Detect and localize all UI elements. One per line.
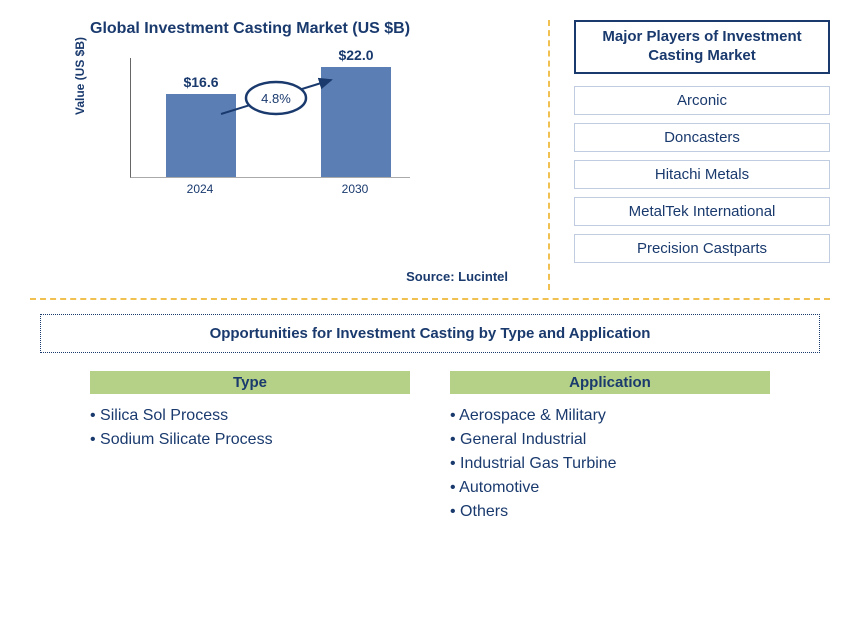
player-item: Hitachi Metals xyxy=(574,160,830,189)
bar-2024: $16.6 xyxy=(166,94,236,177)
opportunities-application-column: Application Aerospace & Military General… xyxy=(430,371,790,524)
list-item: Aerospace & Military xyxy=(450,404,770,428)
chart-section: Global Investment Casting Market (US $B)… xyxy=(30,20,550,290)
opportunities-type-column: Type Silica Sol Process Sodium Silicate … xyxy=(70,371,430,524)
type-list: Silica Sol Process Sodium Silicate Proce… xyxy=(90,404,410,452)
bar-2030: $22.0 xyxy=(321,67,391,177)
x-tick-2024: 2024 xyxy=(165,182,235,196)
chart-plot-area: $16.6 $22.0 4.8% xyxy=(130,58,410,178)
player-item: Arconic xyxy=(574,86,830,115)
growth-rate-label: 4.8% xyxy=(261,91,291,106)
opportunities-title: Opportunities for Investment Casting by … xyxy=(40,314,820,353)
list-item: Others xyxy=(450,500,770,524)
opportunities-row: Type Silica Sol Process Sodium Silicate … xyxy=(30,371,830,524)
player-item: MetalTek International xyxy=(574,197,830,226)
horizontal-divider xyxy=(30,298,830,300)
list-item: General Industrial xyxy=(450,428,770,452)
bar-label-2024: $16.6 xyxy=(166,74,236,94)
bar-chart: Value (US $B) $16.6 $22.0 4.8% xyxy=(130,58,450,208)
x-tick-2030: 2030 xyxy=(320,182,390,196)
application-list: Aerospace & Military General Industrial … xyxy=(450,404,770,524)
type-header: Type xyxy=(90,371,410,394)
list-item: Silica Sol Process xyxy=(90,404,410,428)
list-item: Sodium Silicate Process xyxy=(90,428,410,452)
list-item: Automotive xyxy=(450,476,770,500)
top-row: Global Investment Casting Market (US $B)… xyxy=(30,20,830,290)
player-item: Doncasters xyxy=(574,123,830,152)
players-title: Major Players of Investment Casting Mark… xyxy=(574,20,830,74)
bar-label-2030: $22.0 xyxy=(321,47,391,67)
chart-title: Global Investment Casting Market (US $B) xyxy=(90,20,528,38)
list-item: Industrial Gas Turbine xyxy=(450,452,770,476)
player-item: Precision Castparts xyxy=(574,234,830,263)
source-text: Source: Lucintel xyxy=(406,269,508,284)
y-axis-label: Value (US $B) xyxy=(73,37,87,115)
application-header: Application xyxy=(450,371,770,394)
players-section: Major Players of Investment Casting Mark… xyxy=(550,20,830,290)
